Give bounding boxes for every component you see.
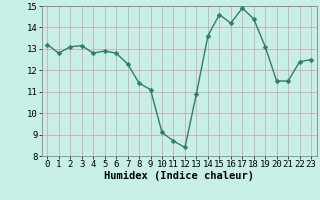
X-axis label: Humidex (Indice chaleur): Humidex (Indice chaleur) [104, 171, 254, 181]
